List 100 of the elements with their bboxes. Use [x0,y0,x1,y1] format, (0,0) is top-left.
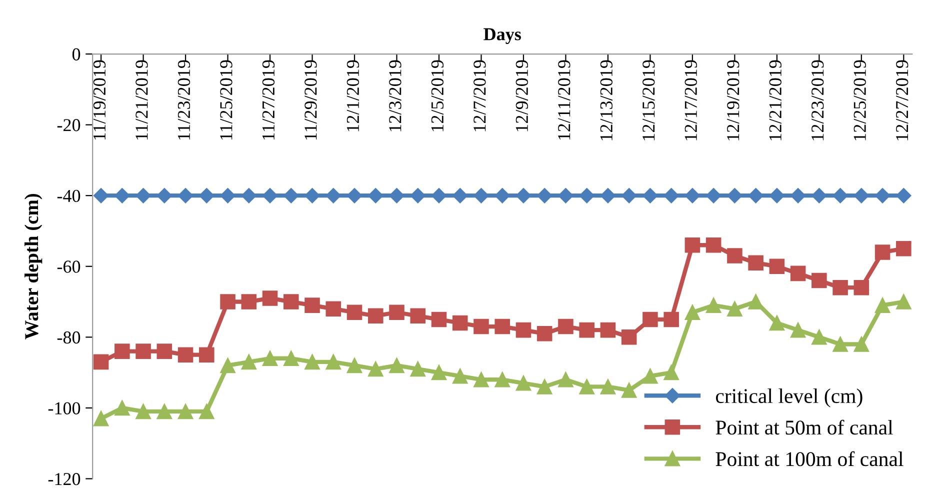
point [579,379,594,394]
point [368,308,384,324]
y-tick-label: -120 [48,472,80,486]
point [621,330,637,345]
point [727,188,742,204]
y-tick-label: -80 [57,331,80,344]
point [241,354,257,370]
point [642,368,658,384]
point [199,188,214,204]
point [178,347,194,362]
point [474,372,489,388]
point [748,188,764,204]
point [874,244,890,260]
point [832,280,848,296]
point [769,315,785,331]
x-tick-label: 12/25/2019 [854,60,866,140]
y-tick-label: 0 [72,48,80,60]
point [389,358,404,374]
point [93,354,109,370]
y-axis-title: Water depth (cm) [24,194,42,340]
point [536,326,552,342]
x-tick-label: 12/5/2019 [431,60,444,132]
point [579,188,594,204]
point [812,330,827,345]
point [284,350,299,366]
point [431,364,447,380]
point [389,188,404,204]
x-tick-label: 12/21/2019 [769,60,782,140]
point [790,322,806,338]
x-tick-label: 12/11/2019 [558,60,570,140]
point [516,376,532,391]
point [410,308,426,324]
point [896,294,912,310]
point [536,379,552,394]
point [93,188,109,204]
point [199,347,214,362]
point [516,188,532,204]
point [220,188,236,204]
point [474,318,489,334]
point [452,188,468,204]
point [410,361,426,377]
point [262,350,278,366]
point [284,294,299,310]
y-tick-label: -40 [57,190,80,202]
point [326,301,342,316]
point [262,290,278,306]
point [452,315,468,331]
point [600,379,616,394]
point [622,188,637,204]
point [854,188,869,204]
point [346,358,362,374]
x-tick-label: 11/23/2019 [178,60,190,140]
point [494,188,510,204]
point [558,188,574,204]
x-tick-label: 12/13/2019 [600,60,612,140]
point [262,188,278,204]
point [368,188,384,204]
legend-label: Point at 50m of canal [716,420,893,435]
point [156,404,172,420]
x-tick-label: 12/19/2019 [727,60,740,140]
y-tick-label: -20 [57,119,80,132]
x-tick-label: 12/7/2019 [474,60,486,132]
point [664,364,679,380]
point [93,410,109,426]
x-tick-label: 12/1/2019 [346,60,360,132]
x-tick-label: 11/19/2019 [93,60,106,140]
point [136,404,151,420]
point [304,298,320,313]
point [537,188,552,204]
point [706,237,722,253]
point [346,304,362,320]
point [812,188,827,204]
point [156,188,172,204]
point [452,368,468,384]
point [664,312,679,328]
point [326,354,342,370]
point [769,188,785,204]
legend-label: Point at 100m of canal [716,451,904,466]
point [684,237,700,253]
x-tick-label: 12/23/2019 [812,60,824,140]
point [178,404,194,420]
point [431,312,447,328]
point [832,188,848,204]
point [600,188,616,204]
point [241,294,257,310]
point [727,301,742,316]
point [494,372,510,388]
point [114,344,130,359]
point [896,188,912,204]
x-axis-title: Days [484,28,521,44]
point [874,298,890,313]
x-tick-label: 12/15/2019 [642,60,655,140]
point [854,280,870,296]
point [156,344,172,359]
point [136,344,151,359]
x-tick-label: 12/27/2019 [896,60,908,140]
point [474,188,489,204]
point [114,400,130,416]
point [684,188,700,204]
point [304,188,320,204]
